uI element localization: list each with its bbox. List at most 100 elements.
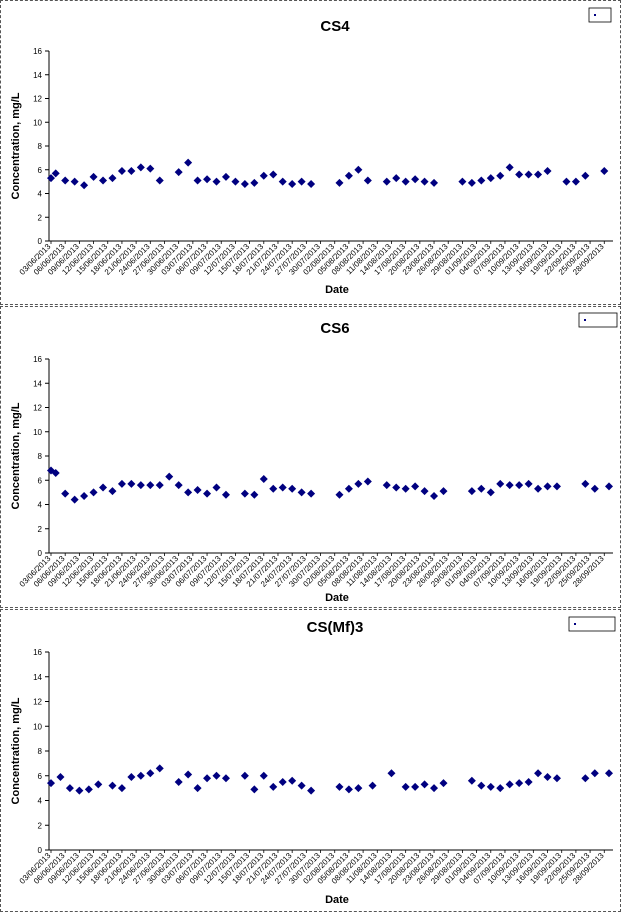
data-point [354,165,363,174]
data-point [477,176,486,185]
data-point [581,774,590,783]
data-point [600,166,609,175]
data-point [411,175,420,184]
data-point [552,774,561,783]
data-point [552,482,561,491]
chart-svg: CS(Mf)3024681012141603/06/201306/06/2013… [10,616,616,906]
data-point [184,770,193,779]
data-point [387,769,396,778]
data-point [155,481,164,490]
data-point [496,171,505,180]
data-point [127,166,136,175]
y-tick-label: 0 [38,549,43,558]
data-point [590,484,599,493]
data-point [127,772,136,781]
data-point [212,177,221,186]
data-point [212,483,221,492]
data-point [136,481,145,490]
y-tick-label: 10 [33,722,42,731]
y-tick-label: 14 [33,379,42,388]
data-point [496,479,505,488]
data-point [382,481,391,490]
data-point [382,177,391,186]
y-tick-label: 14 [33,673,42,682]
data-point [259,771,268,780]
data-point [486,174,495,183]
chart-panel-csmf3: CS(Mf)3 0 2 4 6 8 10 12 14 16 03/06/2013 06/06/2013… [0,609,621,912]
data-point [136,771,145,780]
y-tick-label: 16 [33,355,42,364]
data-point [515,779,524,788]
data-point [297,177,306,186]
data-point [534,769,543,778]
x-axis-label: Date [325,592,349,604]
data-point [344,484,353,493]
data-point [477,484,486,493]
data-point [307,180,316,188]
data-point [505,163,514,172]
data-point [70,495,79,504]
legend-box [568,616,616,632]
y-tick-label: 10 [33,428,42,437]
data-point [174,168,183,177]
data-point [61,176,70,185]
data-point [221,490,230,499]
y-axis-label: Concentration, mg/L [10,402,22,509]
data-point [70,177,79,186]
data-point [250,785,259,794]
data-point [108,487,117,496]
y-tick-label: 6 [38,772,43,781]
data-point [524,479,533,488]
y-tick-label: 6 [38,476,43,485]
data-point [288,180,297,188]
data-point [344,785,353,794]
data-point [94,780,103,789]
data-point [240,180,249,188]
y-tick-label: 8 [38,142,43,151]
y-tick-label: 6 [38,166,43,175]
data-point [184,158,193,167]
data-point [193,784,202,793]
data-point [354,784,363,793]
data-point [420,780,429,789]
data-point [146,164,155,173]
legend-box [588,7,612,23]
chart-svg: CS4024681012141603/06/201306/06/201309/0… [10,7,613,296]
data-point [51,169,60,178]
data-point [543,772,552,781]
y-tick-label: 0 [38,237,43,246]
data-point [288,776,297,785]
data-point [430,784,439,793]
data-point [496,784,505,793]
y-tick-label: 16 [33,47,42,56]
data-point [56,772,65,781]
y-tick-label: 12 [33,698,42,707]
data-point [543,166,552,175]
data-point [581,171,590,180]
data-point [89,172,98,181]
data-point [411,482,420,491]
data-point [240,771,249,780]
data-point [392,174,401,183]
data-point [127,479,136,488]
data-point [562,177,571,186]
data-point [335,782,344,791]
chart-title: CS(Mf)3 [307,619,364,636]
data-point [571,177,580,186]
data-point [467,487,476,496]
data-point [307,786,316,795]
data-point [335,178,344,187]
data-point [47,779,55,788]
data-point [430,178,439,187]
data-point [136,163,145,172]
data-point [515,170,524,179]
data-point [590,769,599,778]
data-point [174,481,183,490]
data-point [297,781,306,790]
data-point [155,764,164,773]
data-point [344,171,353,180]
legend-marker [574,623,576,625]
data-point [80,181,89,190]
data-point [203,774,212,783]
data-point [278,777,287,786]
